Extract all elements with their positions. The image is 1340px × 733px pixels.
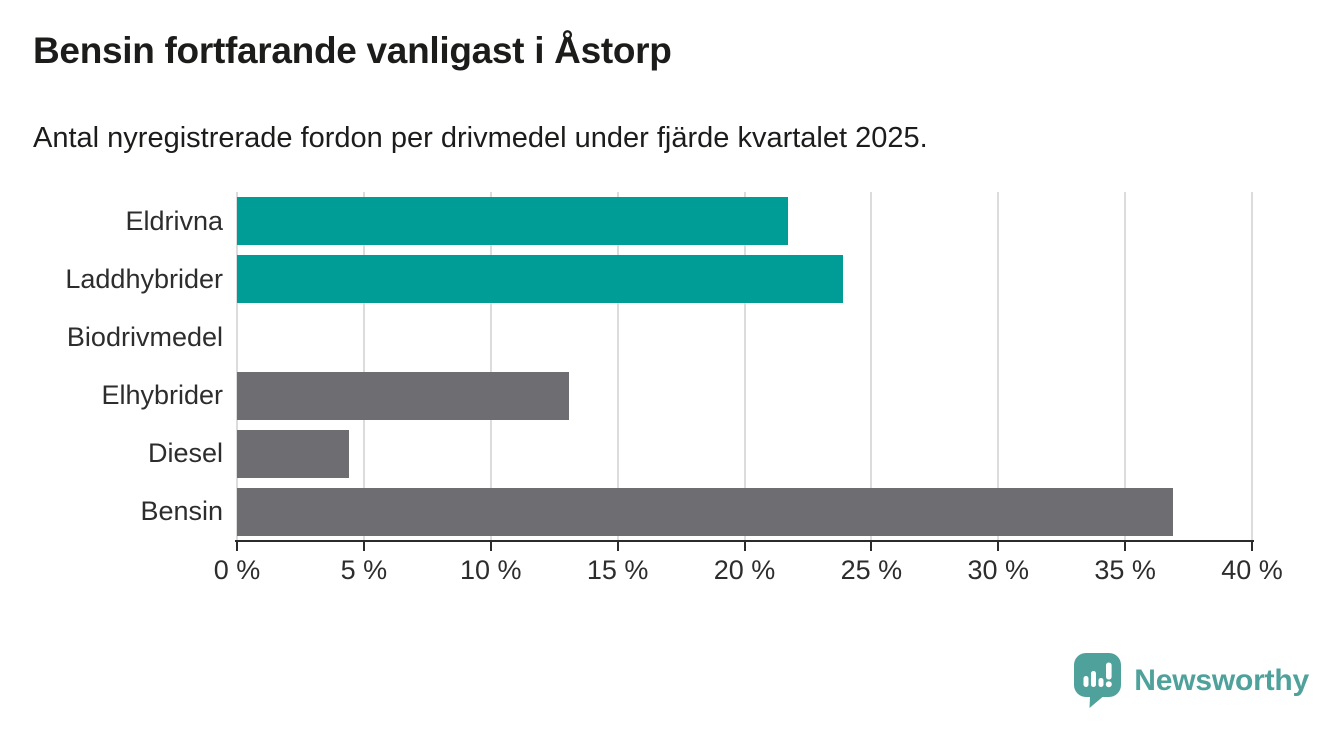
bar-eldrivna xyxy=(237,197,788,246)
bar-bensin xyxy=(237,487,1174,536)
category-label: Elhybrider xyxy=(101,380,223,411)
x-tick-label: 40 % xyxy=(1221,555,1283,585)
bar-row xyxy=(237,308,1252,366)
newsworthy-logo-text: Newsworthy xyxy=(1134,663,1309,697)
bar-row xyxy=(237,192,1252,250)
category-label: Diesel xyxy=(147,438,223,469)
bar-row xyxy=(237,425,1252,483)
x-axis-line xyxy=(235,540,1254,542)
logo-bar-1 xyxy=(1083,676,1089,687)
newsworthy-logo: Newsworthy xyxy=(1074,653,1309,708)
x-tick-mark xyxy=(743,542,746,551)
x-tick-label: 15 % xyxy=(586,555,649,585)
x-tick-label: 5 % xyxy=(340,555,388,585)
category-label: Biodrivmedel xyxy=(66,321,223,352)
gridline xyxy=(616,192,619,541)
logo-exclamation-bar xyxy=(1106,662,1112,680)
x-tick-label: 25 % xyxy=(840,555,903,585)
bar-row xyxy=(237,483,1252,541)
x-tick-mark xyxy=(362,542,365,551)
x-tick-mark xyxy=(997,542,1000,551)
bar-elhybrider xyxy=(237,371,570,420)
x-tick-mark xyxy=(489,542,492,551)
gridline xyxy=(870,192,873,541)
bar-diesel xyxy=(237,429,349,478)
category-label: Eldrivna xyxy=(125,205,223,236)
gridline xyxy=(743,192,746,541)
x-tick-label: 10 % xyxy=(459,555,522,585)
x-tick-label: 20 % xyxy=(713,555,776,585)
category-label: Laddhybrider xyxy=(65,263,223,294)
x-tick-mark xyxy=(1251,542,1253,551)
logo-bar-3 xyxy=(1098,678,1104,687)
newsworthy-logo-icon xyxy=(1074,653,1122,708)
gridline xyxy=(236,192,238,541)
category-axis: Eldrivna Laddhybrider Biodrivmedel Elhybrid… xyxy=(0,192,223,541)
bar-row xyxy=(237,250,1252,308)
bar-laddhybrider xyxy=(237,255,844,304)
bar-row xyxy=(237,367,1252,425)
x-tick-label: 30 % xyxy=(967,555,1030,585)
logo-exclamation-dot xyxy=(1106,681,1113,688)
x-tick-mark xyxy=(616,542,619,551)
x-tick-label: 35 % xyxy=(1094,555,1156,585)
x-tick-mark xyxy=(1124,542,1127,551)
plot-area: 0 % 5 % 10 % 15 % 20 % 25 % 30 % 35 % 40 % xyxy=(214,192,1283,585)
category-label: Bensin xyxy=(140,496,223,527)
gridline xyxy=(997,192,1000,541)
gridline xyxy=(1124,192,1127,541)
gridline xyxy=(362,192,365,541)
logo-bar-2 xyxy=(1091,671,1097,687)
x-tick-mark xyxy=(236,542,238,551)
gridline xyxy=(489,192,492,541)
gridline xyxy=(1251,192,1253,541)
x-tick-mark xyxy=(870,542,873,551)
chart-subtitle: Antal nyregistrerade fordon per drivmede… xyxy=(33,122,928,154)
chart-title: Bensin fortfarande vanligast i Åstorp xyxy=(33,30,672,71)
x-tick-label: 0 % xyxy=(213,555,261,585)
